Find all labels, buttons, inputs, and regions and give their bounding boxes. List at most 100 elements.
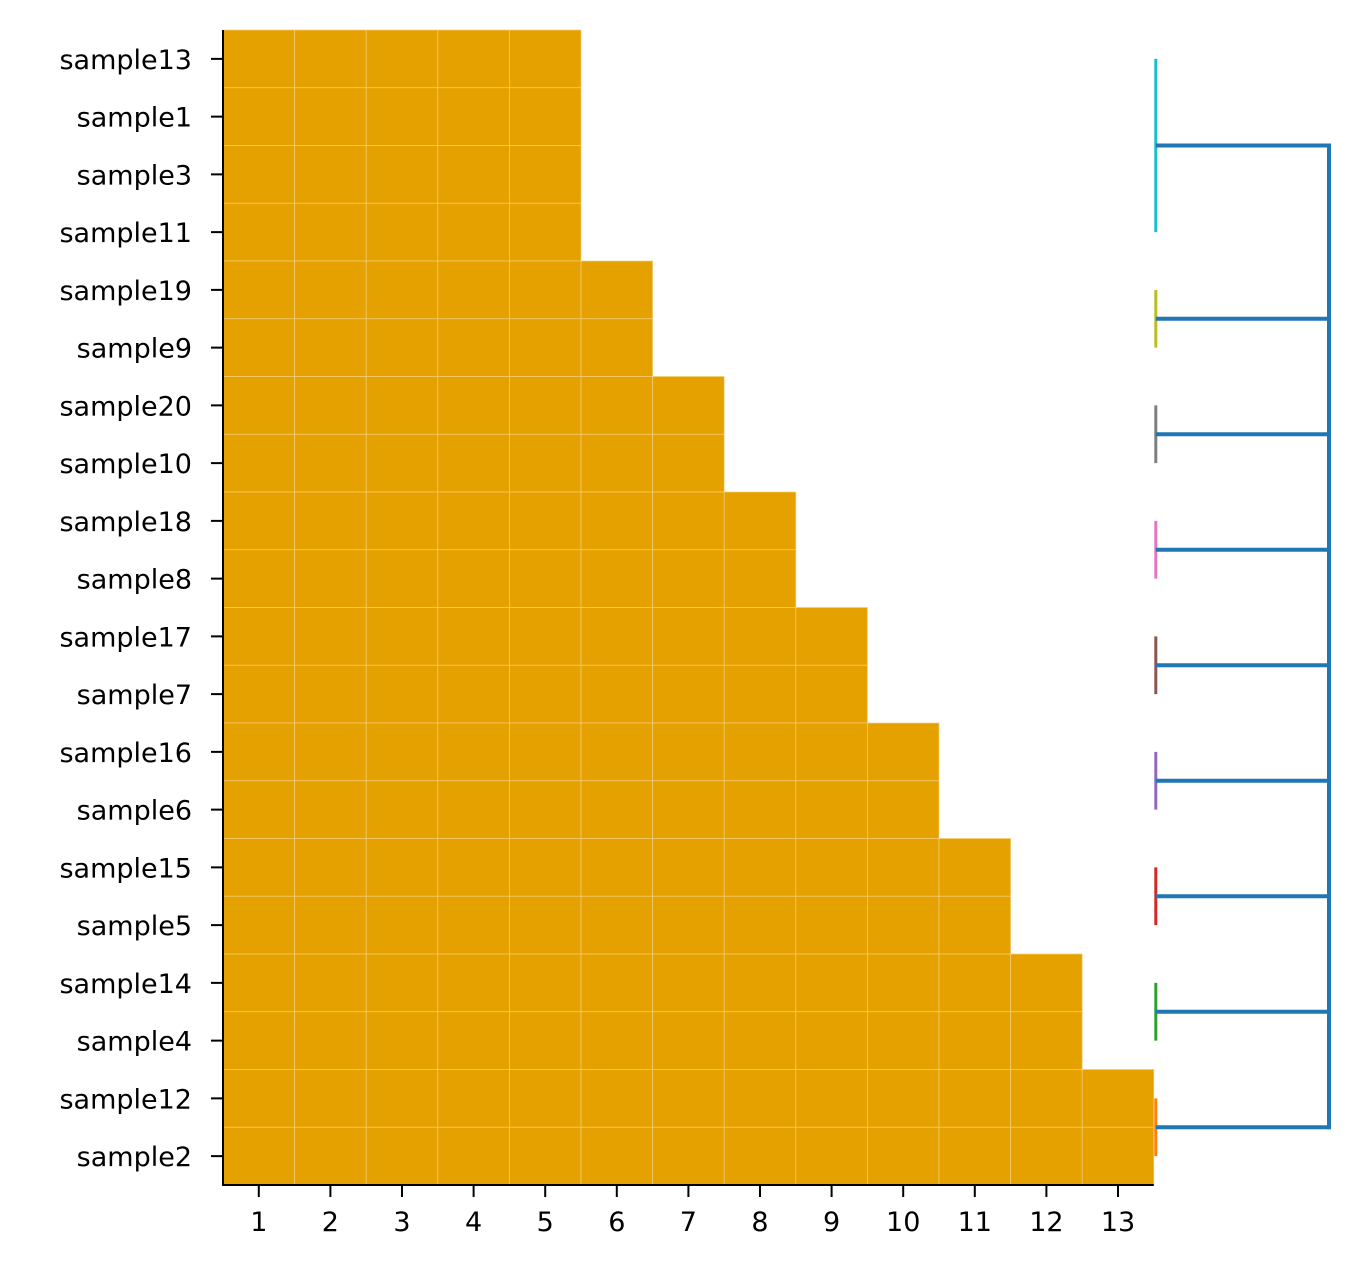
row-label: sample8 xyxy=(77,565,192,596)
heatmap-cell xyxy=(509,202,582,262)
row-label: sample12 xyxy=(59,1084,192,1115)
heatmap-cell xyxy=(437,1126,510,1186)
heatmap-cell xyxy=(294,1069,367,1128)
heatmap-cell xyxy=(437,780,510,839)
heatmap-cell xyxy=(222,29,295,89)
heatmap-cell xyxy=(365,29,439,89)
heatmap-cell xyxy=(795,664,868,724)
heatmap-cell xyxy=(723,607,797,666)
heatmap-cell xyxy=(1010,1069,1083,1128)
heatmap-cell xyxy=(365,145,439,204)
heatmap-cell xyxy=(1081,1069,1155,1128)
heatmap-cell xyxy=(580,260,653,320)
heatmap-cell xyxy=(509,145,582,204)
heatmap-cell xyxy=(938,1069,1011,1128)
row-label: sample3 xyxy=(77,160,192,191)
heatmap-cell xyxy=(437,202,510,262)
heatmap-cell xyxy=(294,953,367,1013)
heatmap-cell xyxy=(509,895,582,955)
heatmap-cell xyxy=(509,318,582,377)
heatmap-cell xyxy=(723,895,797,955)
row-label: sample5 xyxy=(77,911,192,942)
column-labels: 1 2 3 4 5 6 7 8 9 10 11 12 13 xyxy=(250,1207,1135,1238)
heatmap-cell xyxy=(437,318,510,377)
heatmap-cell xyxy=(652,838,725,897)
heatmap-cell xyxy=(437,376,510,435)
heatmap-cell xyxy=(294,664,367,724)
heatmap-cell xyxy=(222,838,295,897)
heatmap-cell xyxy=(723,491,797,551)
heatmap-cell xyxy=(1010,953,1083,1013)
heatmap-cell xyxy=(795,1011,868,1070)
heatmap-cell xyxy=(580,838,653,897)
heatmap-cell xyxy=(294,607,367,666)
heatmap-cell xyxy=(437,549,510,608)
heatmap-cell xyxy=(294,491,367,551)
heatmap-cell xyxy=(222,722,295,782)
heatmap-cell xyxy=(294,318,367,377)
row-label: sample1 xyxy=(77,103,192,134)
heatmap-cell xyxy=(437,722,510,782)
heatmap-cell xyxy=(365,376,439,435)
row-label: sample7 xyxy=(77,680,192,711)
row-label: sample13 xyxy=(59,45,192,76)
heatmap-cell xyxy=(723,1069,797,1128)
heatmap-cell xyxy=(1010,1126,1083,1186)
heatmap-cell xyxy=(222,376,295,435)
heatmap-cell xyxy=(509,838,582,897)
heatmap-cell xyxy=(580,664,653,724)
heatmap-cell xyxy=(580,1126,653,1186)
heatmap-cell xyxy=(867,1126,940,1186)
heatmap-cell xyxy=(509,491,582,551)
heatmap-cell xyxy=(437,145,510,204)
column-label: 1 xyxy=(250,1207,267,1238)
heatmap-cell xyxy=(365,780,439,839)
heatmap-cell xyxy=(652,1011,725,1070)
heatmap-cell xyxy=(723,1011,797,1070)
heatmap-cell xyxy=(437,1069,510,1128)
heatmap-cell xyxy=(509,87,582,146)
heatmap-cell xyxy=(222,1126,295,1186)
row-label: sample16 xyxy=(59,738,192,769)
heatmap-cell xyxy=(509,29,582,89)
heatmap-cell xyxy=(222,318,295,377)
row-label: sample4 xyxy=(77,1027,192,1058)
heatmap-cell xyxy=(580,780,653,839)
heatmap-cell xyxy=(795,838,868,897)
heatmap-cell xyxy=(867,1069,940,1128)
heatmap-cell xyxy=(867,722,940,782)
heatmap-cell xyxy=(580,549,653,608)
heatmap-cell xyxy=(437,260,510,320)
heatmap-cell xyxy=(437,29,510,89)
column-label: 5 xyxy=(537,1207,554,1238)
heatmap-cell xyxy=(222,607,295,666)
column-label: 4 xyxy=(465,1207,482,1238)
column-label: 12 xyxy=(1029,1207,1063,1238)
heatmap-cell xyxy=(509,664,582,724)
heatmap-cell xyxy=(365,318,439,377)
heatmap-cells xyxy=(222,29,1155,1186)
heatmap-cell xyxy=(867,780,940,839)
heatmap-cell xyxy=(867,1011,940,1070)
heatmap-cell xyxy=(365,607,439,666)
column-label: 6 xyxy=(608,1207,625,1238)
heatmap-cell xyxy=(437,1011,510,1070)
heatmap-cell xyxy=(294,895,367,955)
column-label: 13 xyxy=(1101,1207,1135,1238)
axes xyxy=(211,30,1154,1197)
row-labels: sample13 sample1 sample3 sample11 sample19 sa… xyxy=(59,45,192,1173)
heatmap-cell xyxy=(652,376,725,435)
heatmap-cell xyxy=(652,664,725,724)
row-label: sample15 xyxy=(59,853,192,884)
heatmap-cell xyxy=(437,491,510,551)
column-label: 8 xyxy=(751,1207,768,1238)
heatmap-cell xyxy=(365,1126,439,1186)
row-label: sample17 xyxy=(59,622,192,653)
row-label: sample6 xyxy=(77,796,192,827)
heatmap-cell xyxy=(222,491,295,551)
heatmap-cell xyxy=(509,953,582,1013)
heatmap-cell xyxy=(222,895,295,955)
heatmap-cell xyxy=(437,607,510,666)
